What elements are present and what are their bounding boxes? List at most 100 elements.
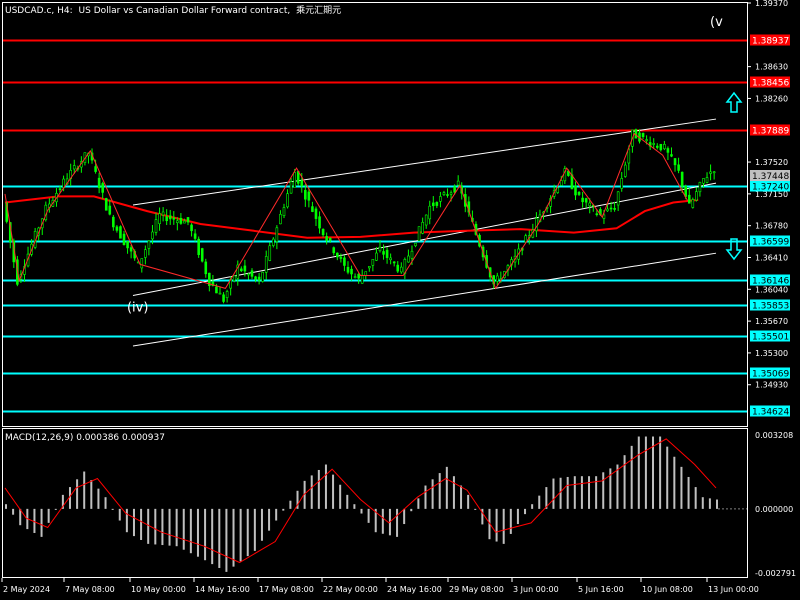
macd-hist-bar: [161, 508, 164, 546]
macd-panel-frame: [2, 428, 748, 578]
price-tick-label: 1.39370: [755, 0, 788, 8]
candle-body: [595, 213, 599, 216]
candle-body: [236, 264, 240, 279]
candle-body: [122, 233, 126, 246]
macd-hist-bar: [232, 508, 235, 567]
candle-body: [154, 219, 158, 233]
macd-hist-bar: [76, 479, 79, 509]
macd-hist-bar: [396, 508, 399, 537]
support-level-tag-text: 1.34624: [752, 408, 789, 418]
macd-hist-bar: [360, 508, 363, 514]
macd-hist-bar: [118, 508, 121, 521]
price-tick-label: 1.37150: [755, 190, 788, 199]
macd-hist-bar: [40, 508, 43, 537]
channel-upper-line: [132, 118, 717, 206]
candle-body: [606, 208, 609, 212]
macd-hist-bar: [687, 476, 690, 509]
macd-hist-bar: [680, 466, 683, 509]
support-level-tag-text: 1.35501: [752, 333, 789, 343]
macd-hist-bar: [253, 508, 256, 551]
macd-hist-bar: [239, 508, 242, 562]
macd-hist-bar: [324, 464, 327, 509]
candle-body: [108, 205, 112, 215]
candle-body: [101, 183, 104, 193]
candle-body: [186, 217, 190, 223]
candle-body: [574, 185, 577, 196]
candle-body: [346, 266, 350, 273]
candle-body: [577, 192, 581, 195]
candle-body: [176, 220, 179, 223]
candle-body: [112, 216, 115, 228]
macd-hist-bar: [282, 508, 285, 511]
time-tick-label: 10 Jun 08:00: [642, 585, 693, 594]
macd-hist-bar: [12, 508, 15, 515]
time-axis[interactable]: 2 May 2024 7 May 08:00 10 May 00:00 14 May …: [1, 578, 759, 594]
macd-hist-bar: [97, 488, 100, 509]
candle-body: [336, 252, 339, 258]
support-level-tag-box: [750, 367, 790, 379]
candle-body: [289, 181, 293, 194]
macd-hist-bar: [403, 508, 406, 525]
candle-body: [168, 215, 172, 220]
candle-body: [691, 199, 695, 208]
macd-hist-bar: [623, 455, 626, 509]
candle-body: [712, 171, 716, 174]
macd-hist-bar: [225, 508, 228, 572]
candle-body: [318, 216, 321, 229]
candle-body: [257, 276, 261, 281]
horizontal-levels[interactable]: [3, 39, 747, 413]
candle-body: [321, 228, 325, 236]
macd-hist-bar: [246, 508, 249, 557]
candle-body: [705, 177, 709, 183]
support-level-tag-text: 1.35069: [752, 370, 789, 380]
candle-body: [343, 257, 346, 266]
candle-body: [161, 211, 165, 216]
arrow-markers[interactable]: [725, 91, 743, 261]
candle-body: [655, 145, 659, 148]
candle-body: [375, 252, 378, 261]
candle-body: [556, 187, 560, 193]
macd-hist-bar: [381, 508, 384, 534]
candle-body: [332, 247, 336, 254]
time-tick-label: 13 Jun 00:00: [708, 585, 759, 594]
macd-hist-bar: [289, 500, 292, 509]
support-level-tag-box: [750, 405, 790, 417]
candle-body: [396, 264, 400, 272]
macd-hist-bar: [111, 508, 114, 510]
up-arrow-icon[interactable]: [725, 91, 743, 113]
macd-tick-label: 0.003208: [755, 431, 793, 440]
candle-body: [279, 214, 282, 225]
price-tick-label: 1.38260: [755, 94, 788, 103]
wave-label: (iv): [127, 301, 148, 316]
candle-body: [208, 272, 211, 286]
candle-body: [129, 247, 133, 252]
ma-line: [4, 195, 699, 239]
macd-hist-bar: [104, 497, 107, 509]
time-tick-label: 7 May 08:00: [65, 585, 115, 594]
macd-hist-bar: [182, 508, 185, 550]
time-tick-label: 17 May 08:00: [259, 585, 314, 594]
candle-body: [535, 218, 538, 232]
price-axis[interactable]: 1.39370 1.38630 1.38260 1.37520 1.37150 1.367…: [747, 0, 788, 390]
time-tick-label: 22 May 00:00: [323, 585, 378, 594]
macd-tick-label: -0.002791: [755, 569, 796, 578]
macd-hist-bar: [175, 508, 178, 547]
down-arrow-icon[interactable]: [725, 238, 743, 261]
candle-body: [232, 275, 236, 281]
candle-body: [350, 268, 353, 275]
macd-hist-bar: [33, 508, 36, 533]
macd-hist-bar: [367, 508, 370, 523]
candle-body: [623, 164, 627, 177]
candle-body: [371, 259, 375, 266]
candle-body: [328, 237, 332, 241]
macd-hist-bar: [609, 468, 612, 509]
candle-body: [609, 207, 613, 210]
candle-body: [453, 186, 456, 193]
candle-body: [314, 208, 318, 219]
macd-hist-bar: [424, 485, 427, 509]
macd-hist-bar: [531, 504, 534, 509]
macd-hist-bar: [652, 436, 655, 509]
candle-body: [140, 258, 144, 269]
macd-hist-bar: [189, 508, 192, 554]
